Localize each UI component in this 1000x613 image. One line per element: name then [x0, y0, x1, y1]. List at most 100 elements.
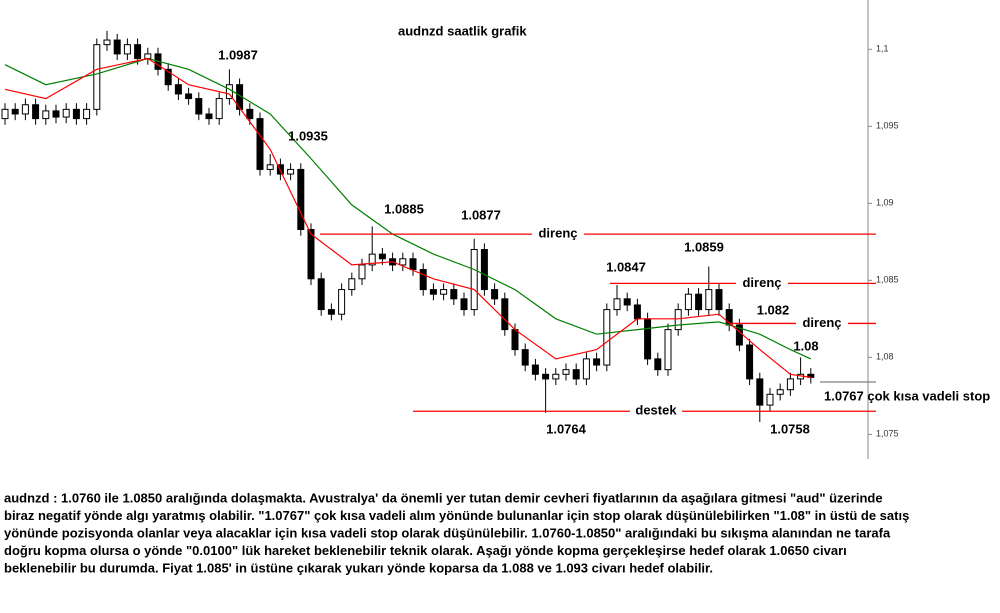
candle-body	[174, 84, 182, 95]
candle-body	[368, 253, 376, 266]
candle-body	[684, 293, 692, 311]
candle-body	[562, 369, 570, 375]
candle-body	[103, 39, 111, 46]
candle-body	[52, 110, 60, 118]
candle-body	[409, 258, 417, 271]
candle-body	[11, 108, 19, 115]
y-tick-label: 1,085	[876, 275, 899, 285]
candle-body	[134, 44, 142, 60]
candle-body	[287, 168, 295, 175]
candle-body	[266, 164, 274, 170]
candle-body	[674, 309, 682, 331]
candle-body	[786, 378, 794, 391]
level-label-bg	[630, 402, 682, 421]
candle-body	[572, 369, 580, 380]
candle-body	[327, 309, 335, 315]
candle-body	[766, 393, 774, 406]
description-line: biraz negatif yönde algı yaratmış olabil…	[4, 508, 909, 523]
candle-body	[491, 289, 499, 300]
candle-body	[419, 269, 427, 291]
candle-body	[21, 104, 29, 115]
level-label: direnç	[802, 315, 841, 330]
candle-body	[215, 98, 223, 120]
candle-body	[450, 289, 458, 300]
description-line: audnzd : 1.0760 ile 1.0850 aralığında do…	[4, 490, 883, 505]
candle-body	[42, 110, 50, 120]
candle-body	[582, 358, 590, 380]
description-line: yönünde pozisyonda olanlar veya alacakla…	[4, 525, 891, 540]
level-label: destek	[635, 403, 677, 418]
candle-body	[348, 278, 356, 291]
candle-body	[246, 108, 254, 120]
candle-body	[399, 258, 407, 266]
candle-body	[746, 344, 754, 380]
price-annotation: 1.082	[757, 302, 790, 317]
price-annotation: 1.0935	[288, 128, 328, 143]
candle-body	[470, 249, 478, 311]
candle-body	[695, 293, 703, 311]
candle-body	[664, 329, 672, 371]
candle-body	[501, 298, 509, 331]
candle-body	[654, 358, 662, 371]
candle-body	[195, 98, 203, 115]
moving-average	[4, 57, 812, 360]
description-line: beklenebilir bu durumda. Fiyat 1.085' in…	[4, 560, 713, 575]
candle-body	[317, 278, 325, 311]
candle-body	[623, 298, 631, 306]
candle-body	[256, 118, 264, 170]
price-annotation: 1.0885	[384, 201, 424, 216]
candle-body	[378, 253, 386, 260]
level-label: direnç	[538, 226, 577, 241]
price-annotation: 1.0764	[546, 421, 587, 436]
candle-body	[62, 108, 70, 118]
candle-body	[460, 298, 468, 311]
y-tick-label: 1,1	[876, 44, 889, 54]
price-annotation: 1.0987	[218, 47, 258, 62]
candle-body	[297, 168, 305, 231]
candle-body	[32, 104, 40, 120]
price-annotation: 1.0758	[770, 421, 810, 436]
price-annotation: 1.0859	[684, 239, 724, 254]
candle-body	[756, 378, 764, 406]
candle-body	[144, 53, 152, 60]
candle-body	[429, 289, 437, 295]
candle-body	[358, 264, 366, 280]
candle-body	[113, 39, 121, 55]
candle-body	[164, 68, 172, 86]
candle-body	[1, 108, 9, 120]
candle-body	[705, 289, 713, 311]
candle-body	[440, 289, 448, 295]
candle-body	[521, 349, 529, 366]
candle-body	[603, 309, 611, 366]
description-line: doğru kopma olursa o yönde "0.0100" lük …	[4, 543, 847, 558]
y-tick-label: 1,08	[876, 352, 894, 362]
y-tick-label: 1,09	[876, 198, 894, 208]
candle-body	[593, 358, 601, 366]
level-label-bg	[532, 225, 584, 244]
candle-body	[552, 373, 560, 380]
candle-body	[644, 318, 652, 360]
candle-body	[72, 108, 80, 120]
chart-title: audnzd saatlik grafik	[398, 23, 527, 38]
candle-body	[480, 249, 488, 291]
candle-body	[123, 44, 131, 55]
price-annotation: 1.08	[793, 338, 818, 353]
candle-body	[542, 373, 550, 380]
y-tick-label: 1,075	[876, 429, 899, 439]
candle-body	[633, 304, 641, 320]
candle-body	[613, 298, 621, 311]
level-label-bg	[736, 274, 788, 293]
candle-body	[83, 108, 91, 120]
candle-body	[511, 329, 519, 351]
candle-body	[715, 289, 723, 311]
price-annotation: 1.0847	[606, 259, 646, 274]
candle-body	[338, 289, 346, 315]
level-label: 1.0767 çok kısa vadeli stop	[824, 388, 990, 403]
price-annotation: 1.0877	[461, 207, 501, 222]
level-label-bg	[796, 314, 848, 333]
candle-body	[185, 93, 193, 100]
candle-body	[531, 364, 539, 375]
candle-body	[307, 229, 315, 280]
moving-average	[4, 57, 811, 378]
